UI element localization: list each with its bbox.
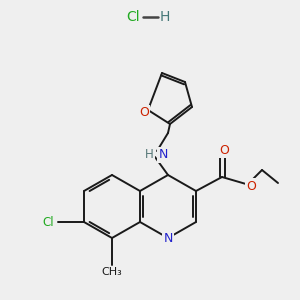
Text: N: N bbox=[158, 148, 168, 161]
Text: O: O bbox=[139, 106, 149, 119]
Text: CH₃: CH₃ bbox=[102, 267, 122, 277]
Text: Cl: Cl bbox=[126, 10, 140, 24]
Text: N: N bbox=[163, 232, 173, 244]
Text: O: O bbox=[246, 179, 256, 193]
Text: O: O bbox=[219, 143, 229, 157]
Text: H: H bbox=[145, 148, 153, 161]
Text: H: H bbox=[160, 10, 170, 24]
Text: Cl: Cl bbox=[42, 215, 54, 229]
